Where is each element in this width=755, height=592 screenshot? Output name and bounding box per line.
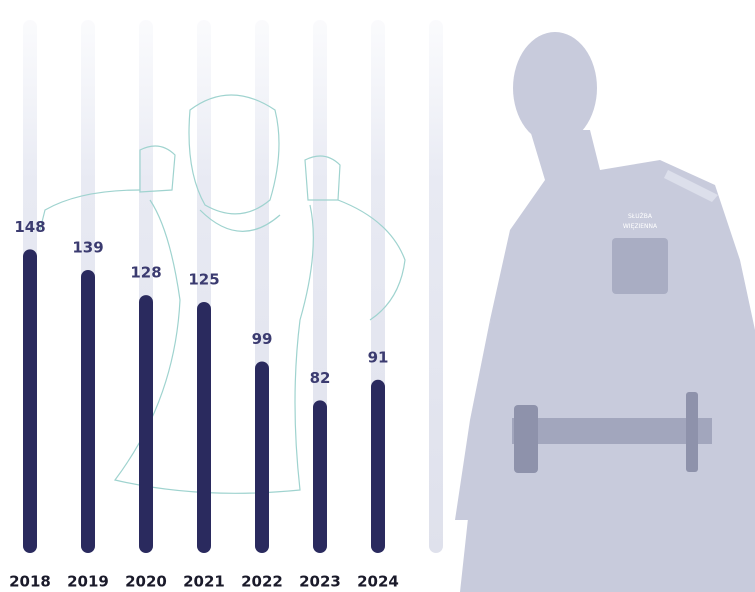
chart: SŁUŻBA WIĘZIENNA 148 2018 139 2019 128 2020 12… [0,0,755,592]
bar [197,302,211,553]
value-label: 99 [252,330,273,348]
bar [23,249,37,553]
bar [371,380,385,553]
x-tick-label: 2024 [357,573,399,591]
value-label: 82 [310,369,331,387]
pocket [612,238,668,294]
belt [512,418,712,444]
x-tick-label: 2022 [241,573,283,591]
x-tick-label: 2023 [299,573,341,591]
x-tick-label: 2020 [125,573,167,591]
value-label: 139 [72,238,103,256]
badge-text: WIĘZIENNA [623,223,658,230]
x-tick-label: 2018 [9,573,51,591]
value-label: 91 [368,348,389,366]
value-label: 125 [188,271,219,289]
baton [686,392,698,472]
value-label: 148 [14,218,45,236]
guard-silhouette [455,32,755,592]
bar [81,270,95,553]
bar-track [429,20,443,553]
bar [255,361,269,553]
bar [139,295,153,553]
value-label: 128 [130,264,161,282]
badge-text: SŁUŻBA [628,213,653,220]
x-tick-label: 2021 [183,573,225,591]
x-tick-label: 2019 [67,573,109,591]
bar [313,400,327,553]
holster [514,405,538,473]
